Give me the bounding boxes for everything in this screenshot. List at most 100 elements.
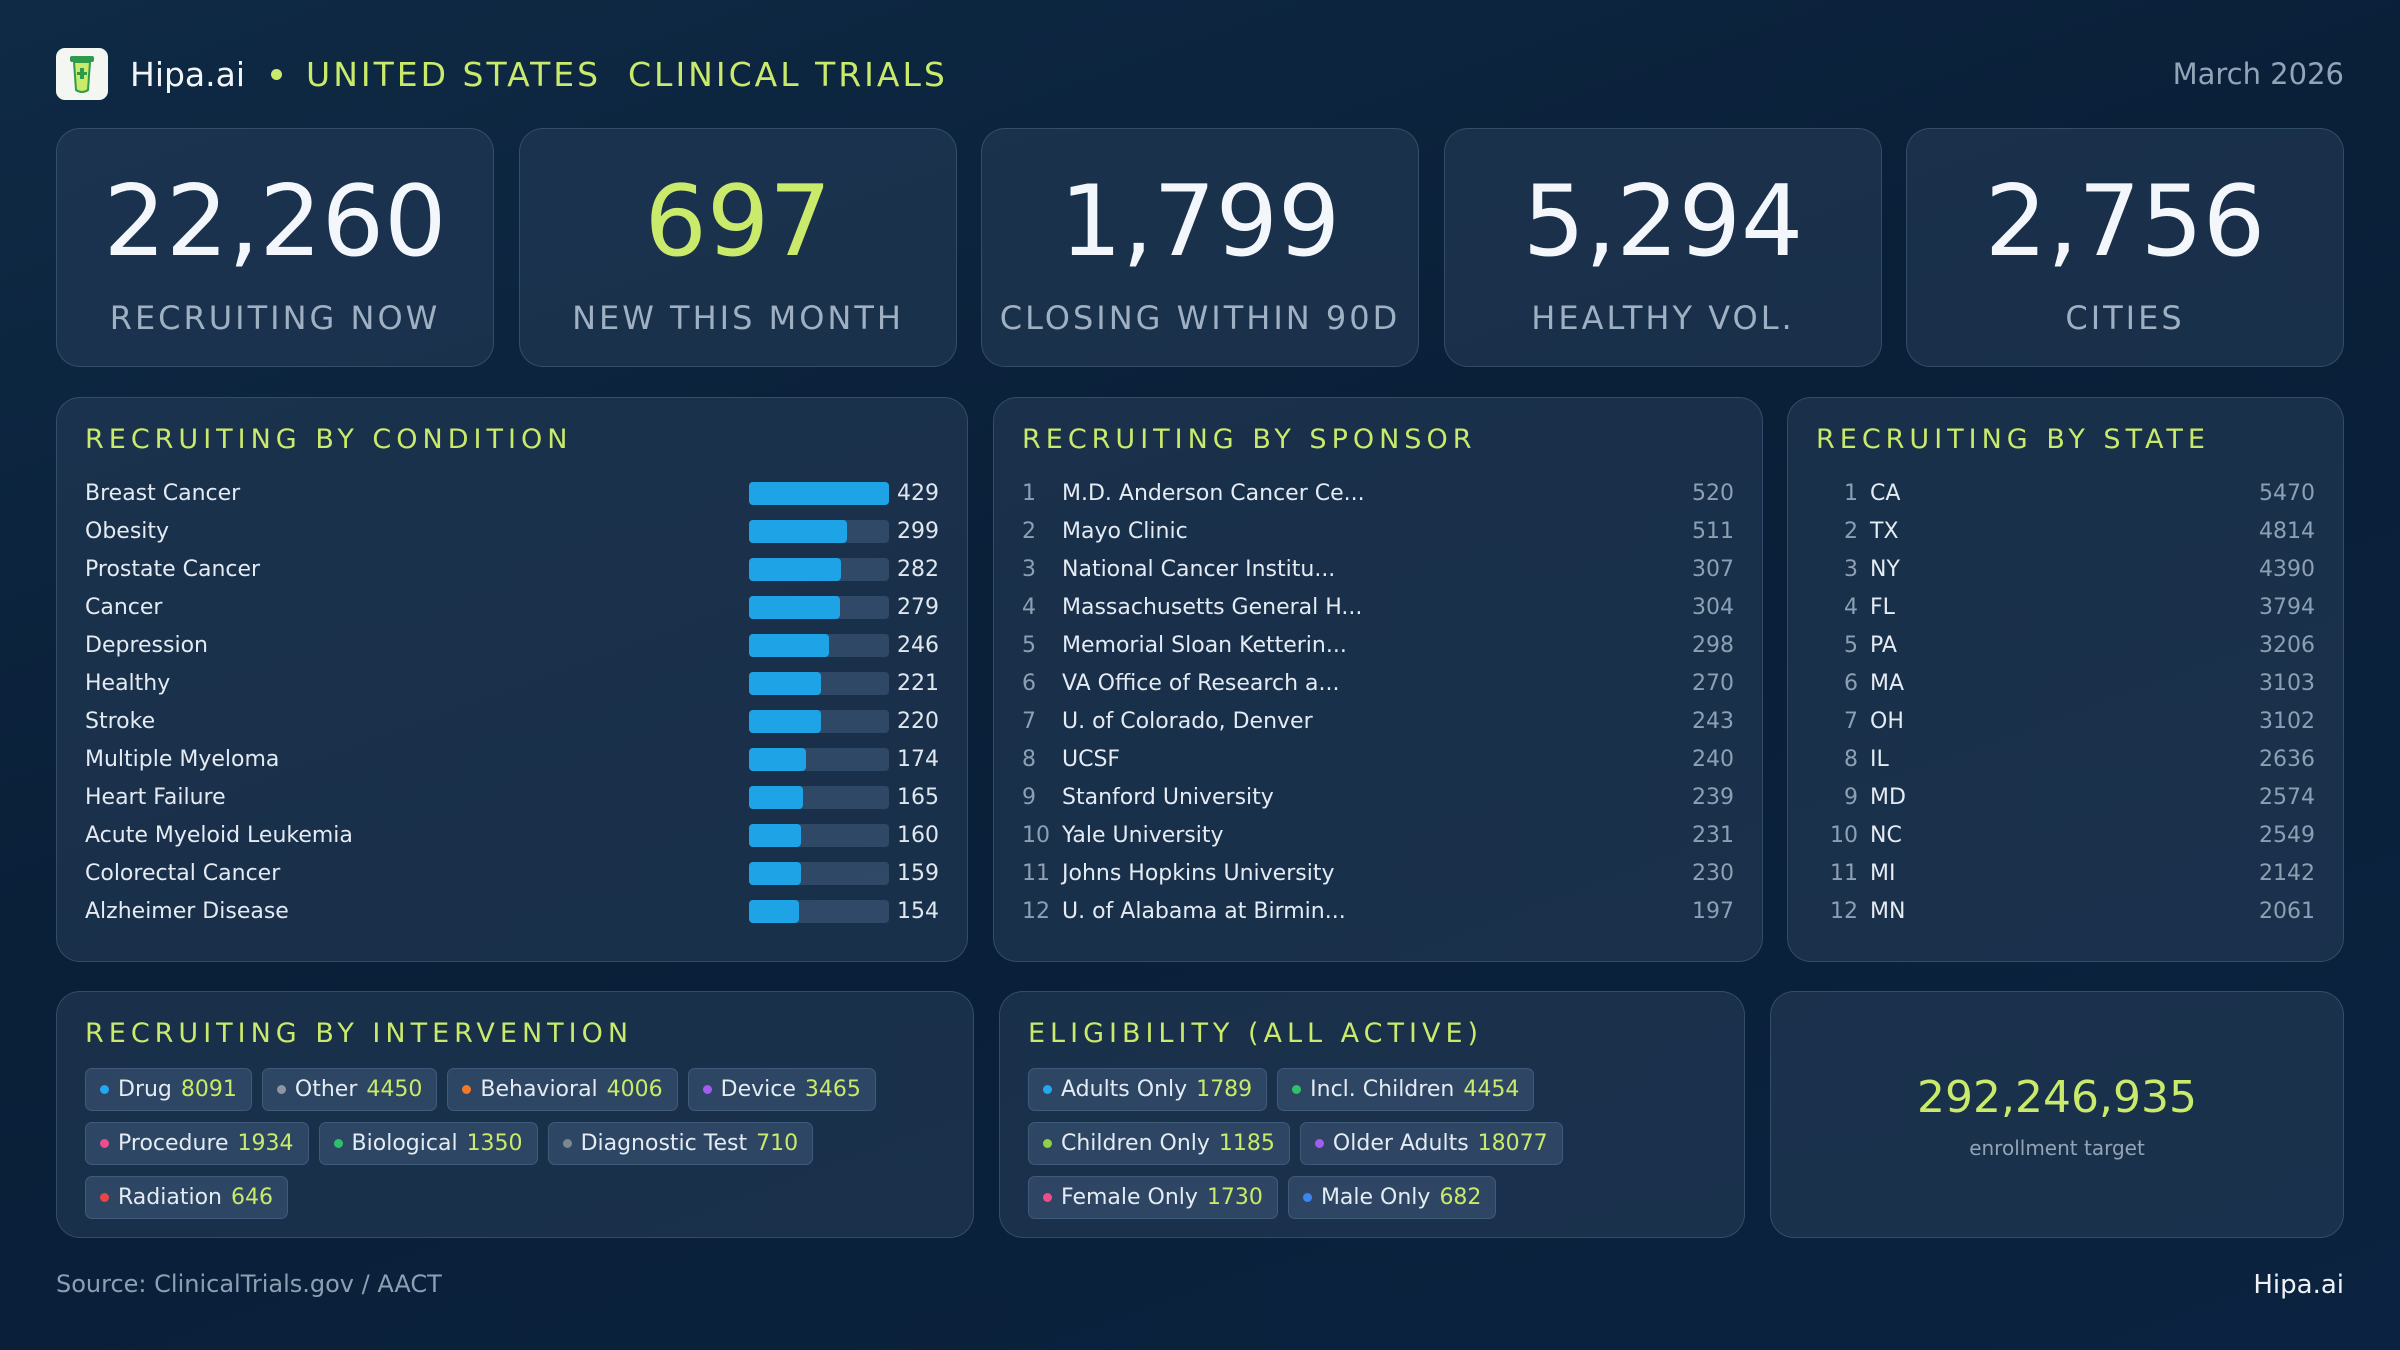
state-count: 3103 [2259, 670, 2315, 696]
condition-bar [749, 633, 830, 657]
sponsor-count: 231 [1692, 822, 1734, 848]
sponsor-row: 9 Stanford University 239 [1022, 778, 1734, 816]
kpi-label: CITIES [2065, 299, 2185, 337]
state-rank: 12 [1830, 898, 1858, 924]
state-rank: 6 [1844, 670, 1858, 696]
legend-dot-icon [333, 1139, 343, 1148]
kpi-label: CLOSING WITHIN 90D [999, 299, 1401, 337]
chip-value: 8091 [180, 1077, 237, 1102]
sponsor-count: 298 [1692, 632, 1734, 658]
sponsor-name: UCSF [1062, 746, 1121, 772]
sponsor-row: 2 Mayo Clinic 511 [1022, 512, 1734, 550]
logo [56, 48, 108, 100]
state-row: 5 PA 3206 [1816, 626, 2315, 664]
legend-dot-icon [462, 1085, 472, 1094]
state-count: 2574 [2259, 784, 2315, 810]
state-name: FL [1870, 594, 1895, 620]
sponsor-name: Yale University [1062, 822, 1224, 848]
condition-count: 174 [897, 746, 939, 772]
condition-name: Heart Failure [85, 784, 226, 810]
sponsor-row: 6 VA Office of Research a... 270 [1022, 664, 1734, 702]
report-date: March 2026 [2172, 57, 2344, 91]
sponsor-name: U. of Alabama at Birmin... [1062, 898, 1346, 924]
state-count: 5470 [2259, 480, 2315, 506]
condition-row: Heart Failure 165 [85, 778, 939, 816]
chip-value: 4450 [366, 1077, 423, 1102]
sponsor-rank: 12 [1022, 898, 1050, 924]
state-name: NC [1870, 822, 1902, 848]
condition-name: Acute Myeloid Leukemia [85, 822, 353, 848]
chip-value: 1730 [1206, 1185, 1263, 1210]
panel-title: RECRUITING BY INTERVENTION [85, 1018, 634, 1049]
condition-bar-track [749, 481, 889, 505]
sponsor-name: Memorial Sloan Ketterin... [1062, 632, 1347, 658]
state-rank: 9 [1844, 784, 1858, 810]
sponsor-row: 5 Memorial Sloan Ketterin... 298 [1022, 626, 1734, 664]
sponsor-count: 243 [1692, 708, 1734, 734]
chip-value: 4006 [606, 1077, 663, 1102]
sponsor-name: VA Office of Research a... [1062, 670, 1340, 696]
sponsor-row: 12 U. of Alabama at Birmin... 197 [1022, 892, 1734, 930]
condition-bar-track [749, 823, 889, 847]
condition-count: 299 [897, 518, 939, 544]
state-rank: 1 [1844, 480, 1858, 506]
intervention-chip: Device 3465 [687, 1068, 876, 1111]
state-rank: 11 [1830, 860, 1858, 886]
state-row: 8 IL 2636 [1816, 740, 2315, 778]
sponsor-rank: 7 [1022, 708, 1036, 734]
header: Hipa.ai UNITED STATES CLINICAL TRIALS Ma… [56, 48, 2344, 100]
chip-value: 18077 [1477, 1131, 1548, 1156]
kpi-value: 5,294 [1522, 165, 1804, 279]
condition-list: Breast Cancer 429 Obesity 299 Prostate Cance… [85, 474, 939, 930]
condition-bar-track [749, 709, 889, 733]
chip-value: 1789 [1196, 1077, 1253, 1102]
sponsor-rank: 5 [1022, 632, 1036, 658]
state-count: 3206 [2259, 632, 2315, 658]
condition-name: Obesity [85, 518, 170, 544]
sponsor-row: 4 Massachusetts General H... 304 [1022, 588, 1734, 626]
legend-dot-icon [1043, 1193, 1052, 1202]
chip-label: Female Only [1061, 1185, 1198, 1210]
state-name: CA [1870, 480, 1901, 506]
kpi-value: 1,799 [1059, 165, 1341, 279]
condition-name: Healthy [85, 670, 171, 696]
condition-row: Cancer 279 [85, 588, 939, 626]
enrollment-label: enrollment target [1969, 1136, 2145, 1160]
sponsor-row: 8 UCSF 240 [1022, 740, 1734, 778]
panel-title: RECRUITING BY CONDITION [85, 424, 573, 455]
condition-bar [749, 519, 847, 543]
state-count: 2061 [2259, 898, 2315, 924]
state-rank: 4 [1844, 594, 1858, 620]
sponsor-rank: 3 [1022, 556, 1036, 582]
sponsor-rank: 2 [1022, 518, 1036, 544]
condition-count: 159 [897, 860, 939, 886]
legend-dot-icon [1043, 1139, 1052, 1148]
state-row: 7 OH 3102 [1816, 702, 2315, 740]
footer-brand: Hipa.ai [2253, 1270, 2344, 1300]
intervention-chip: Other 4450 [261, 1068, 438, 1111]
condition-bar [749, 595, 841, 619]
state-rank: 10 [1830, 822, 1858, 848]
condition-name: Colorectal Cancer [85, 860, 281, 886]
condition-bar [749, 899, 800, 923]
state-row: 6 MA 3103 [1816, 664, 2315, 702]
condition-count: 429 [897, 480, 939, 506]
condition-name: Breast Cancer [85, 480, 241, 506]
condition-bar-track [749, 899, 889, 923]
sponsor-rank: 1 [1022, 480, 1036, 506]
state-rank: 2 [1844, 518, 1858, 544]
condition-count: 165 [897, 784, 939, 810]
state-row: 2 TX 4814 [1816, 512, 2315, 550]
panel-title: RECRUITING BY STATE [1816, 424, 2210, 455]
sponsor-list: 1 M.D. Anderson Cancer Ce... 520 2 Mayo Clin… [1022, 474, 1734, 930]
kpi-label: NEW THIS MONTH [572, 299, 904, 337]
condition-row: Depression 246 [85, 626, 939, 664]
state-row: 12 MN 2061 [1816, 892, 2315, 930]
legend-dot-icon [1302, 1193, 1312, 1202]
legend-dot-icon [702, 1085, 712, 1094]
condition-bar [749, 671, 822, 695]
chip-value: 4454 [1463, 1077, 1520, 1102]
state-name: MD [1870, 784, 1906, 810]
condition-bar [749, 785, 803, 809]
condition-bar [749, 747, 806, 771]
